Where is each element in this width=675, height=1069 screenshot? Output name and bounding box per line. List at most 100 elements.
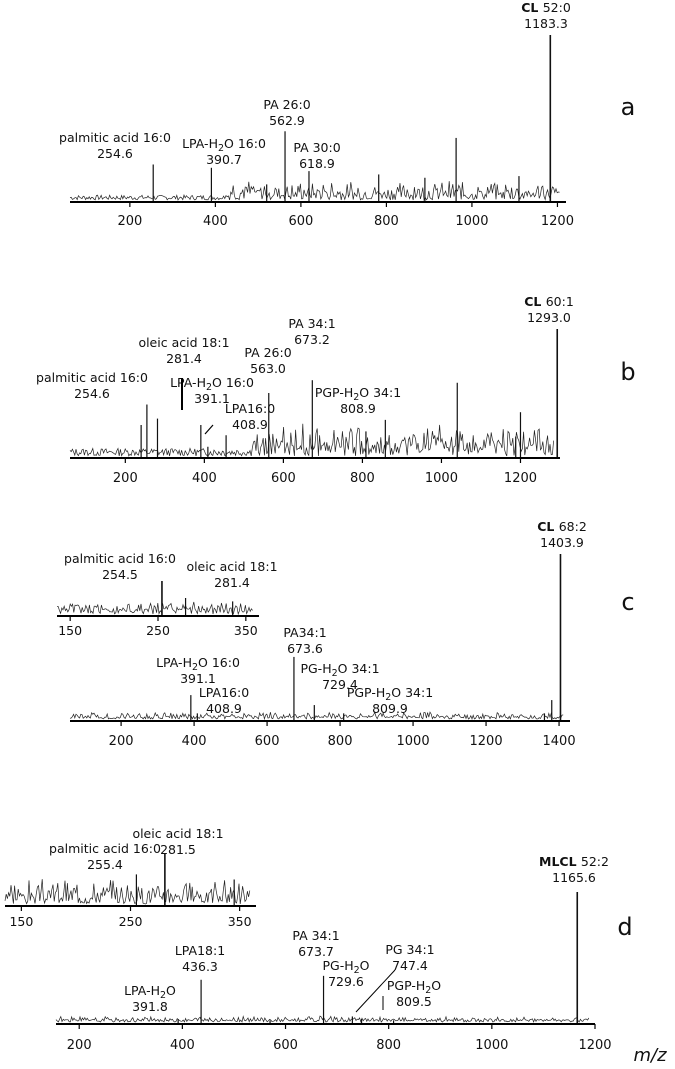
peak-label-name: LPA-H2O 16:0	[182, 136, 266, 154]
spectrum-panel-b: 200 400 600 800 1000 1200 palmitic acid 16:025…	[36, 294, 636, 486]
peak-label-name: PG-H2O 34:1	[300, 661, 379, 679]
peak-label-name: LPA16:0	[199, 685, 249, 700]
x-tick-label: 400	[203, 214, 228, 229]
major-peak-value: 1165.6	[552, 870, 596, 885]
peak-label-name: LPA-H2O	[124, 983, 176, 1001]
peak-label-name: LPA-H2O 16:0	[156, 655, 240, 673]
spectrum-panel-a: 200 400 600 800 1000 1200 palmitic acid 16:025…	[59, 0, 635, 229]
peak-label-name: PA 30:0	[293, 140, 340, 155]
x-tick-label: 1000	[425, 471, 458, 486]
peak-label-name: PG-H2O	[322, 958, 369, 976]
peak-label-value: 809.5	[396, 994, 432, 1009]
x-tick-label: 800	[328, 734, 353, 749]
peak-label-name: oleic acid 18:1	[186, 559, 277, 574]
peak-label-name: PGP-H2O 34:1	[315, 385, 401, 403]
spectrum-trace	[55, 1015, 590, 1023]
x-tick-label: 1200	[541, 214, 574, 229]
peak-label-value: 391.1	[194, 391, 230, 406]
peak-label-name: palmitic acid 16:0	[59, 130, 171, 145]
x-tick-label: 250	[119, 914, 143, 929]
x-tick-label: 1200	[504, 471, 537, 486]
spectrum-trace	[56, 601, 253, 616]
panel-letter: b	[620, 358, 635, 386]
peak-label-name: PG 34:1	[385, 942, 434, 957]
major-peak-value: 1403.9	[540, 535, 584, 550]
peak-label-name: PA 26:0	[263, 97, 310, 112]
major-peak-value: 1183.3	[524, 16, 568, 31]
peak-label-name: PA 34:1	[292, 928, 339, 943]
peak-label-value: 254.6	[74, 386, 110, 401]
panel-letter: c	[621, 588, 634, 616]
peak-label-value: 618.9	[299, 156, 335, 171]
peak-label-name: LPA18:1	[175, 943, 225, 958]
major-peak-label: CL 68:2	[537, 519, 587, 534]
x-tick-label: 400	[170, 1038, 195, 1053]
peak-label-value: 254.5	[102, 567, 138, 582]
peak-label-name: palmitic acid 16:0	[49, 841, 161, 856]
peak-label-value: 281.4	[214, 575, 250, 590]
x-tick-label: 1400	[543, 734, 576, 749]
peak-label-value: 562.9	[269, 113, 305, 128]
x-tick-label: 600	[273, 1038, 298, 1053]
peak-label-value: 254.6	[97, 146, 133, 161]
x-tick-label: 600	[288, 214, 313, 229]
x-axis-title: m/z	[633, 1045, 667, 1066]
peak-label-name: PA 34:1	[288, 316, 335, 331]
x-tick-label: 150	[58, 623, 82, 638]
x-tick-label: 200	[109, 734, 134, 749]
peak-label-name: PA34:1	[283, 625, 326, 640]
x-tick-label: 350	[234, 623, 258, 638]
peak-label-value: 729.6	[328, 974, 364, 989]
peak-label-value: 281.4	[166, 351, 202, 366]
peak-label-name: oleic acid 18:1	[138, 335, 229, 350]
x-tick-label: 350	[228, 914, 252, 929]
peak-label-name: palmitic acid 16:0	[36, 370, 148, 385]
panel-letter: d	[617, 913, 632, 941]
x-tick-label: 1000	[397, 734, 430, 749]
major-peak-label: CL 52:0	[521, 0, 571, 15]
x-tick-label: 250	[146, 623, 170, 638]
peak-label-name: PA 26:0	[244, 345, 291, 360]
peak-label-value: 408.9	[206, 701, 242, 716]
peak-label-value: 673.2	[294, 332, 330, 347]
x-tick-label: 200	[113, 471, 138, 486]
x-tick-label: 1000	[475, 1038, 508, 1053]
spectrum-trace	[69, 711, 564, 721]
spectrum-panel-c: 200 400 600 800 1000 1200 1400 LPA-H2O 16:0391.…	[56, 519, 635, 749]
spectrum-trace	[4, 879, 251, 905]
x-tick-label: 1000	[455, 214, 488, 229]
x-tick-label: 1200	[578, 1038, 611, 1053]
major-peak-label: MLCL 52:2	[539, 854, 609, 869]
x-tick-label: 1200	[470, 734, 503, 749]
peak-label-name: PGP-H2O	[387, 978, 441, 996]
x-tick-label: 400	[192, 471, 217, 486]
peak-label-value: 255.4	[87, 857, 123, 872]
major-peak-label: CL 60:1	[524, 294, 574, 309]
peak-label-value: 436.3	[182, 959, 218, 974]
peak-label-name: palmitic acid 16:0	[64, 551, 176, 566]
peak-label-name: LPA-H2O 16:0	[170, 375, 254, 393]
spectrum-trace	[69, 181, 560, 202]
peak-label-name: LPA16:0	[225, 401, 275, 416]
peak-label-value: 281.5	[160, 842, 196, 857]
leader-line	[204, 424, 214, 435]
peak-label-value: 563.0	[250, 361, 286, 376]
peak-label-value: 391.8	[132, 999, 168, 1014]
peak-label-name: PGP-H2O 34:1	[347, 685, 433, 703]
peak-label-value: 408.9	[232, 417, 268, 432]
x-tick-label: 400	[182, 734, 207, 749]
x-tick-label: 200	[67, 1038, 92, 1053]
peak-label-value: 809.9	[372, 701, 408, 716]
x-tick-label: 800	[374, 214, 399, 229]
x-tick-label: 150	[9, 914, 33, 929]
x-tick-label: 600	[255, 734, 280, 749]
peak-label-value: 673.7	[298, 944, 334, 959]
x-tick-label: 800	[350, 471, 375, 486]
leader-line	[355, 969, 396, 1013]
peak-label-value: 729.4	[322, 677, 358, 692]
peak-label-value: 390.7	[206, 152, 242, 167]
